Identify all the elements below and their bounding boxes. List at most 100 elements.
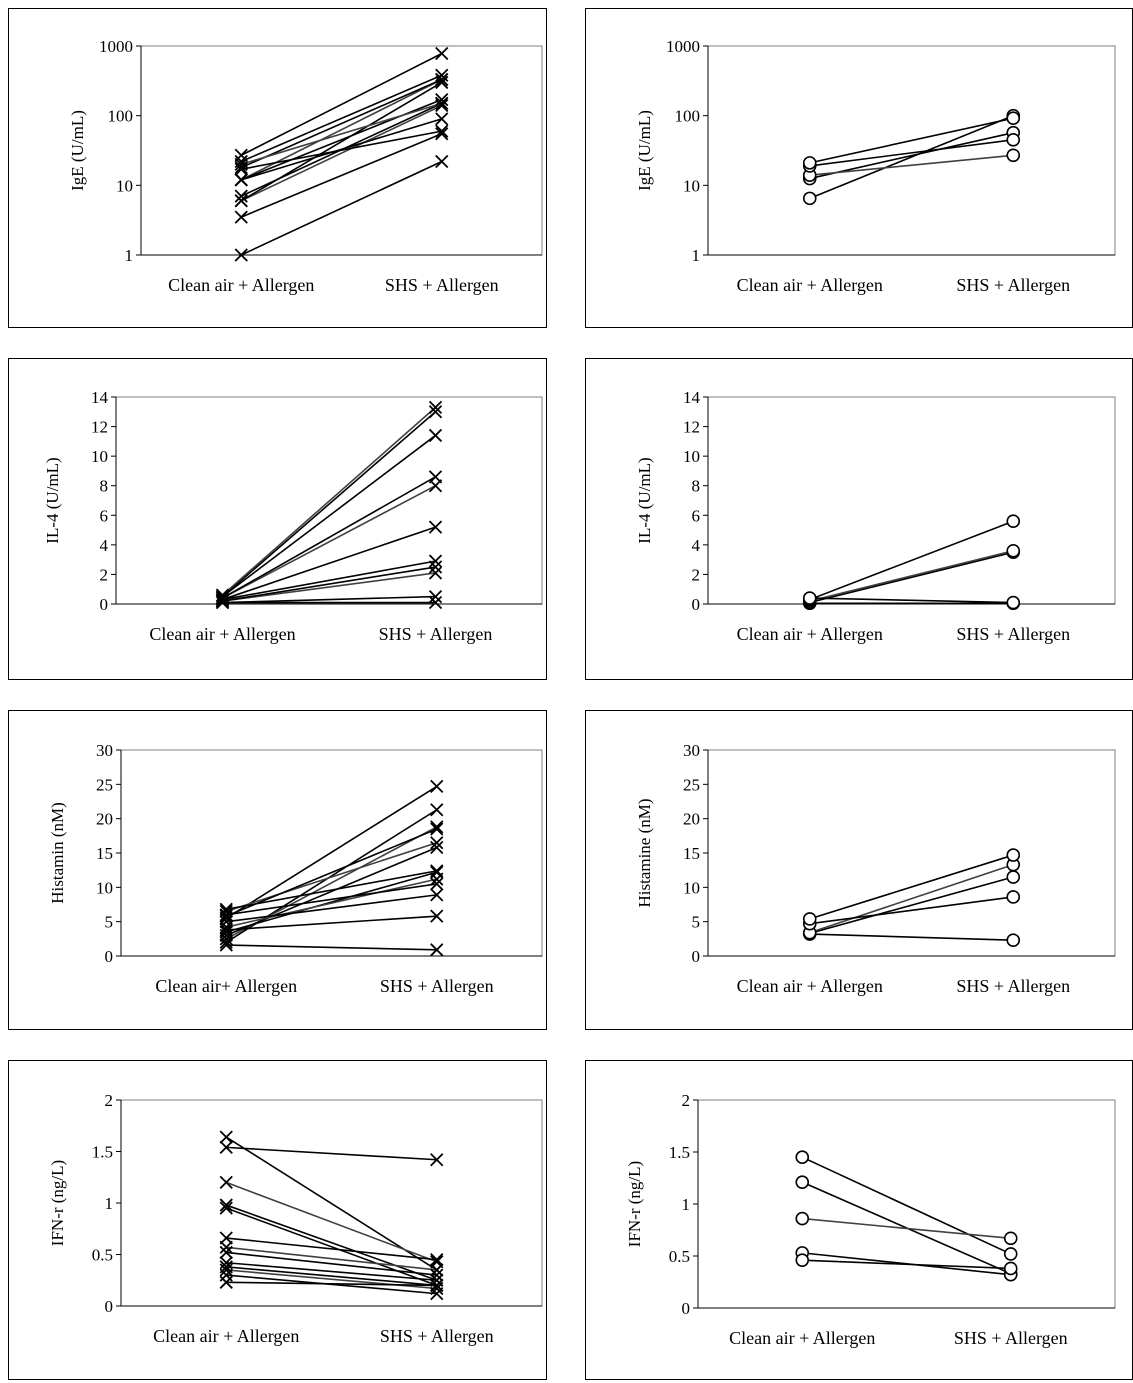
y-axis-label: Histamine (nM) [635, 798, 654, 907]
series-line [809, 114, 1014, 200]
y-tick-label: 10 [96, 878, 113, 897]
data-point-marker [435, 92, 449, 107]
series-line [226, 1251, 437, 1276]
series-line [225, 785, 438, 919]
y-axis-label: IL-4 (U/mL) [43, 457, 62, 543]
chart-svg: 0 2 4 6 8 10 12 14 IL-4 (U/mL) Clean air + Allerg… [43, 388, 543, 644]
data-point-marker [430, 1268, 444, 1282]
chart-panel-ifn-o: 0 0.5 1 1.5 2 IFN-r (ng/L) Clean air + Allerge… [585, 1060, 1133, 1380]
series-line [226, 883, 437, 916]
y-tick-label: 25 [96, 775, 113, 794]
data-point-marker [430, 820, 444, 834]
series-line [240, 78, 443, 169]
data-point-marker [435, 72, 449, 87]
y-axis-label: IL-4 (U/mL) [635, 457, 654, 543]
y-tick-label: 1 [125, 246, 134, 265]
series-line [809, 863, 1014, 934]
data-point-marker [802, 912, 817, 926]
series-line [226, 894, 437, 923]
data-point-marker [215, 592, 230, 607]
y-tick-label: 1000 [666, 37, 700, 56]
series-line [222, 485, 436, 599]
data-point-marker [219, 1263, 233, 1277]
data-point-marker [435, 112, 449, 126]
y-axis-label: IFN-r (ng/L) [625, 1161, 644, 1247]
y-tick-label: 15 [96, 844, 113, 863]
data-point-marker [234, 148, 248, 162]
y-axis-label: IFN-r (ng/L) [48, 1160, 67, 1246]
series-line [222, 434, 436, 598]
data-point-marker [219, 1245, 233, 1260]
data-point-marker [219, 1140, 233, 1155]
series-line [222, 526, 436, 601]
series-line [241, 118, 442, 181]
y-tick-label: 10 [683, 447, 700, 466]
data-point-marker [435, 46, 449, 61]
data-point-marker [234, 160, 248, 175]
data-point-marker [428, 554, 443, 568]
plot-area [697, 1099, 1116, 1309]
data-point-marker [428, 566, 443, 580]
data-point-marker [430, 822, 444, 836]
series-line [241, 130, 442, 171]
series-line [801, 1156, 1012, 1255]
chart-panel-ige-o: 1 10 100 1000 IgE (U/mL) Clean air + Allergen… [585, 8, 1133, 328]
data-point-marker [1006, 133, 1021, 147]
y-tick-label: 2 [692, 565, 701, 584]
data-point-marker [430, 877, 444, 891]
series-line [241, 102, 442, 166]
chart-svg: 0 5 10 15 20 25 30 Histamine (nM) Clean air + Al… [635, 741, 1116, 996]
series-line [222, 476, 436, 599]
series-line [809, 131, 1014, 180]
data-point-marker [435, 96, 449, 111]
y-tick-label: 1 [692, 246, 701, 265]
y-tick-label: 15 [683, 844, 700, 863]
chart-panel-il4-o: 0 2 4 6 8 10 12 14 IL-4 (U/mL) Clean air + Allerg… [585, 358, 1133, 680]
data-point-marker [219, 925, 233, 939]
y-tick-label: 10 [116, 176, 133, 195]
y-tick-label: 1.5 [92, 1143, 113, 1162]
x-category-label: Clean air + Allergen [168, 275, 314, 295]
y-tick-label: 2 [105, 1091, 114, 1110]
data-point-marker [795, 1253, 810, 1267]
data-point-marker [428, 405, 443, 419]
data-point-marker [234, 189, 248, 203]
y-tick-label: 2 [100, 565, 109, 584]
y-tick-label: 100 [675, 107, 701, 126]
x-category-label: SHS + Allergen [385, 275, 499, 295]
data-point-marker [428, 428, 443, 443]
series-line [809, 876, 1014, 935]
data-point-marker [1006, 595, 1021, 610]
series-line [809, 117, 1014, 164]
data-point-marker [1006, 111, 1021, 125]
data-point-marker [219, 938, 233, 952]
data-point-marker [435, 124, 449, 138]
data-point-marker [802, 591, 817, 605]
y-tick-label: 10 [683, 878, 700, 897]
data-point-marker [219, 1198, 233, 1212]
data-point-marker [430, 779, 444, 794]
x-category-label: SHS + Allergen [379, 624, 493, 644]
chart-panel-il4-x: 0 2 4 6 8 10 12 14 IL-4 (U/mL) Clean air + Allerg… [8, 358, 547, 680]
data-point-marker [802, 191, 817, 206]
y-tick-label: 6 [100, 506, 109, 525]
y-axis-label: IgE (U/mL) [68, 110, 87, 191]
x-category-label: Clean air + Allergen [149, 624, 295, 644]
data-point-marker [215, 589, 230, 604]
series-line [225, 1207, 438, 1287]
data-point-marker [1006, 933, 1021, 948]
y-tick-label: 0 [105, 1297, 114, 1316]
x-category-label: SHS + Allergen [956, 624, 1070, 644]
y-tick-label: 4 [692, 536, 701, 555]
data-point-marker [1006, 514, 1021, 528]
data-point-marker [1006, 890, 1021, 904]
data-point-marker [234, 194, 248, 208]
series-line [226, 1146, 437, 1161]
data-point-marker [430, 1153, 444, 1167]
series-line [240, 133, 443, 218]
chart-panel-histamine-o: 0 5 10 15 20 25 30 Histamine (nM) Clean air + Al… [585, 710, 1133, 1030]
data-point-marker [215, 594, 230, 608]
series-line [809, 551, 1014, 604]
series-line [809, 933, 1014, 942]
y-tick-label: 2 [682, 1091, 691, 1110]
